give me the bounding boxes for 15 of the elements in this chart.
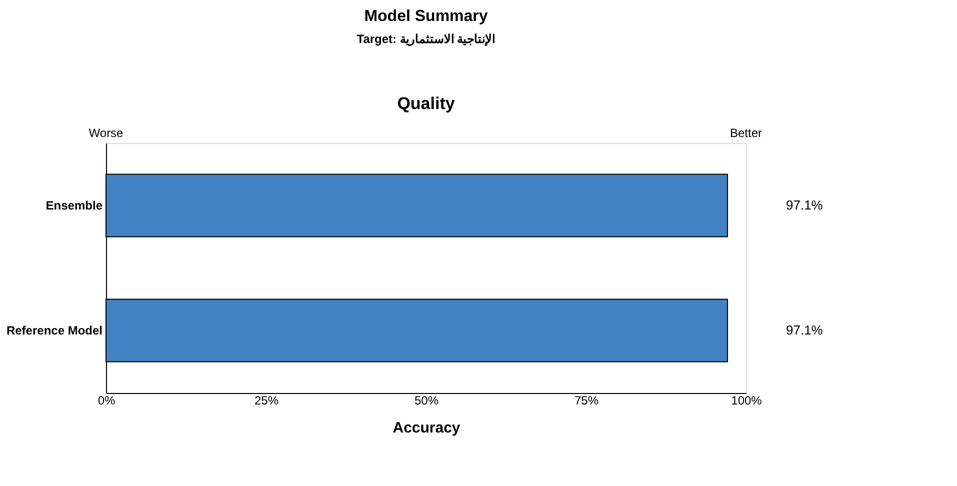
x-axis-title: Accuracy [392, 420, 461, 436]
text: Better [730, 126, 762, 140]
y-tick-label: Reference Model [6, 324, 102, 338]
y-tick-label: Ensemble [46, 198, 103, 212]
chart-subtitle: Target: الإنتاجية الاستثمارية [356, 32, 496, 47]
x-tick-label: 50% [414, 394, 439, 408]
data-label: 97.1% [786, 198, 824, 212]
x-tick-label: 75% [574, 394, 599, 408]
text: Quality [397, 94, 456, 113]
chart-title: Model Summary [364, 8, 488, 25]
data-label: 97.1% [786, 322, 824, 338]
x-tick-label: 100% [731, 394, 762, 408]
x-tick-label: 0% [98, 394, 116, 408]
x-tick-label: 25% [254, 394, 279, 408]
text: Worse [88, 126, 124, 140]
